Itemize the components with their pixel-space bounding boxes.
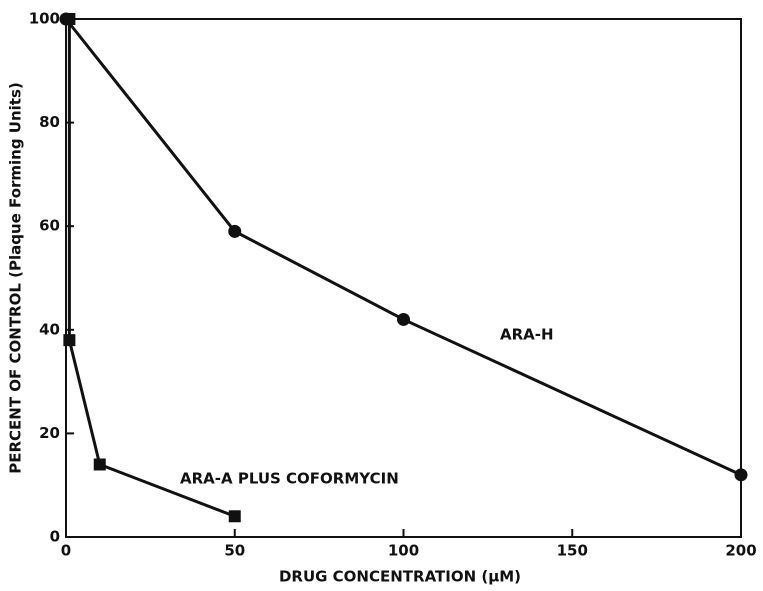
marker	[228, 510, 241, 523]
series-line	[67, 19, 236, 518]
marker	[93, 458, 106, 471]
x-tick-label: 150	[557, 542, 588, 560]
y-tick-label: 20	[39, 424, 60, 442]
series-label: ARA-A PLUS COFORMYCIN	[180, 470, 399, 488]
marker	[734, 468, 748, 482]
marker	[228, 224, 242, 238]
y-tick-label: 80	[39, 113, 60, 131]
marker	[63, 13, 76, 25]
series-label: ARA-H	[500, 326, 554, 344]
marker	[63, 334, 76, 347]
x-tick-label: 50	[224, 542, 245, 560]
x-axis-label: DRUG CONCENTRATION (μM)	[279, 568, 521, 586]
x-tick-label: 100	[388, 542, 419, 560]
y-tick-label: 0	[50, 528, 60, 546]
x-tick-label: 200	[725, 542, 756, 560]
y-tick-label: 100	[29, 10, 60, 28]
y-tick-label: 40	[39, 320, 60, 338]
series-line	[64, 18, 742, 477]
y-tick-label: 60	[39, 217, 60, 235]
x-tick-label: 0	[61, 542, 71, 560]
y-axis-label: PERCENT OF CONTROL (Plaque Forming Units…	[7, 82, 25, 474]
marker	[397, 312, 410, 326]
